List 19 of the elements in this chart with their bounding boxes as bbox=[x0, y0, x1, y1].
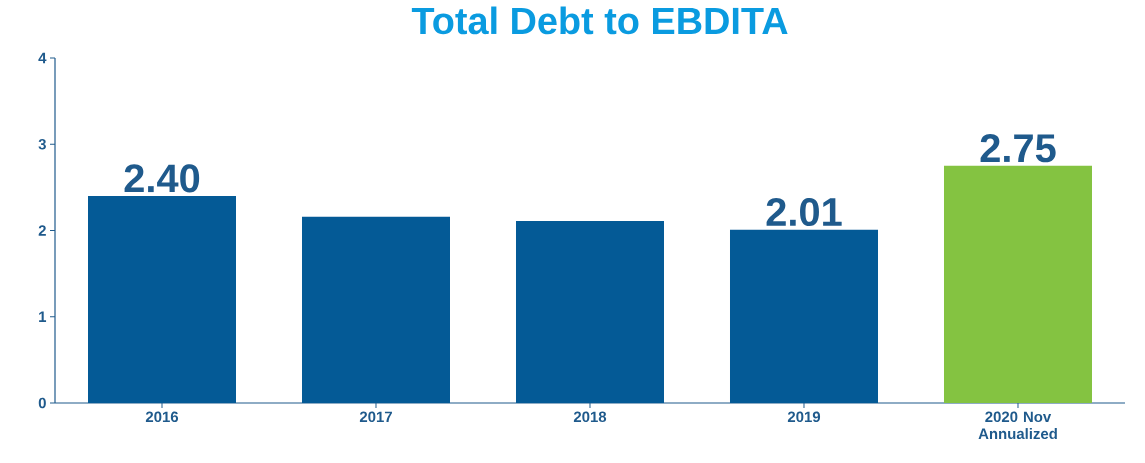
data-label: 2.40 bbox=[124, 164, 200, 193]
bar bbox=[302, 216, 450, 403]
data-label: 2.01 bbox=[766, 197, 842, 227]
x-tick-label: 2018 bbox=[573, 411, 607, 423]
x-tick-label: 2016 bbox=[145, 411, 179, 423]
y-tick-label: 0 bbox=[38, 397, 46, 409]
y-tick-label: 3 bbox=[38, 138, 46, 150]
x-tick-label: 2020 Nov Annualized bbox=[978, 411, 1057, 440]
bar bbox=[516, 221, 664, 403]
data-label: 2.75 bbox=[980, 134, 1056, 163]
chart-title: Total Debt to EBDITA bbox=[411, 6, 788, 35]
bar bbox=[943, 165, 1092, 403]
y-tick-label: 1 bbox=[39, 311, 47, 322]
x-tick-label: 2017 bbox=[359, 411, 392, 423]
y-tick-label: 4 bbox=[38, 52, 47, 64]
bar bbox=[729, 229, 878, 403]
x-tick-label: 2019 bbox=[787, 411, 821, 423]
y-tick-label: 2 bbox=[38, 225, 46, 236]
bar bbox=[88, 196, 236, 403]
